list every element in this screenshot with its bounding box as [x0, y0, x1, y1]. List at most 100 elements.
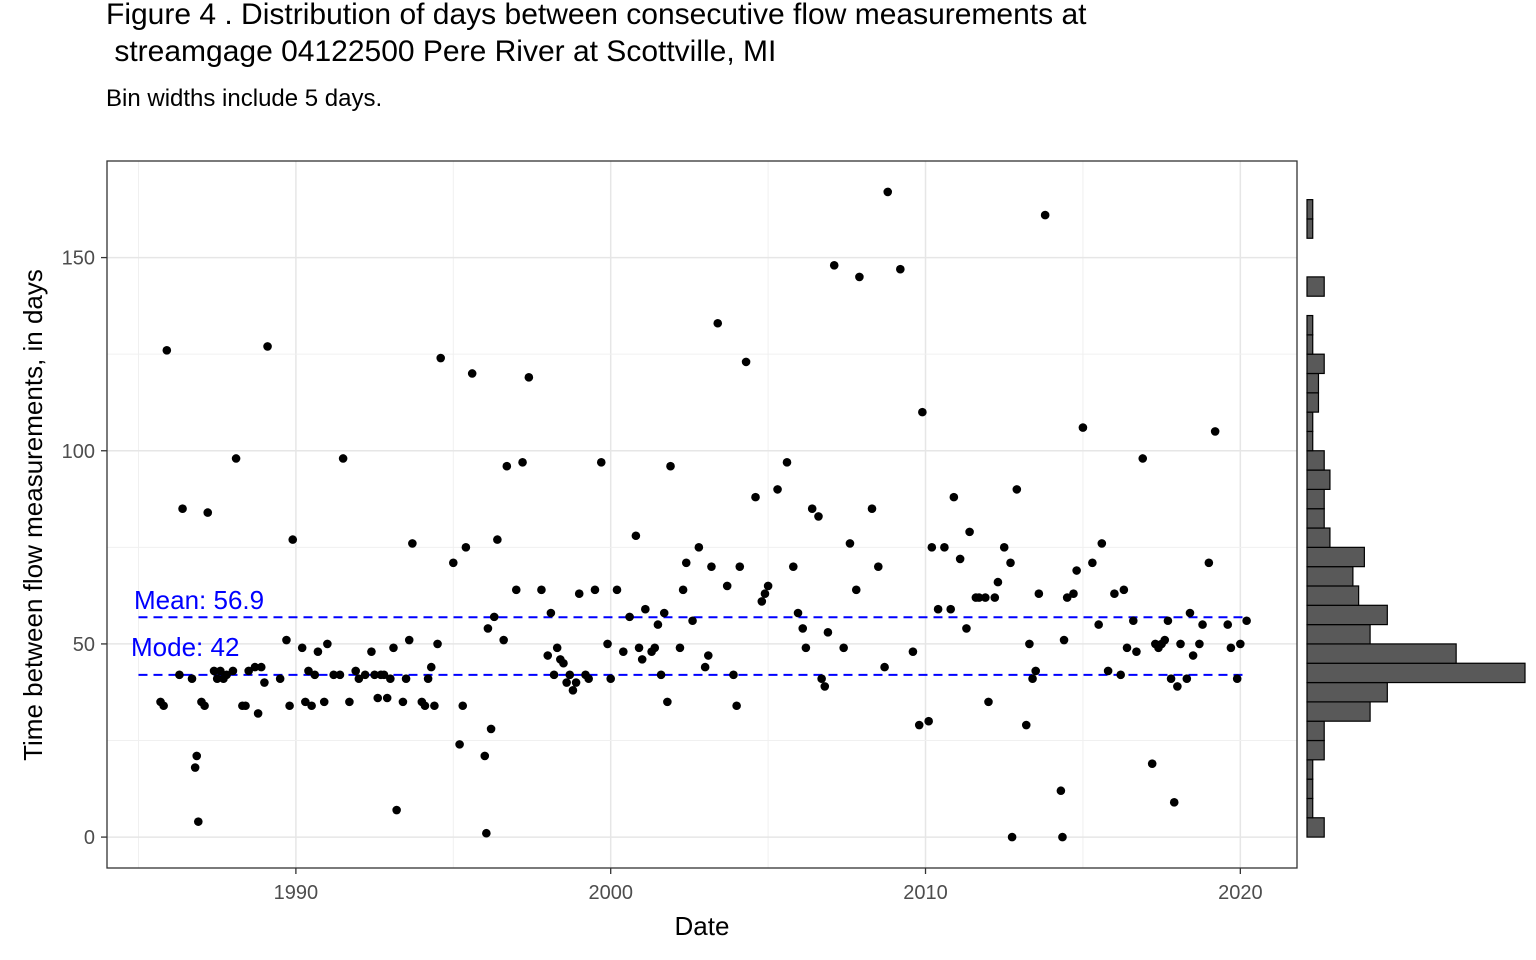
data-point	[307, 701, 316, 711]
data-point	[688, 616, 697, 626]
histogram-bar	[1306, 701, 1371, 722]
data-point	[354, 674, 364, 683]
data-point	[1025, 639, 1034, 649]
data-point	[253, 709, 263, 718]
data-point	[663, 697, 672, 707]
data-point	[1204, 558, 1214, 568]
data-point	[603, 639, 612, 649]
y-tick-label: 0	[84, 827, 95, 849]
data-point	[244, 666, 253, 676]
data-point	[379, 670, 389, 680]
data-points	[156, 187, 1251, 842]
data-point	[392, 805, 401, 815]
data-point	[946, 604, 956, 614]
histogram-bar	[1306, 469, 1331, 490]
data-point	[1173, 682, 1182, 691]
histogram-bar	[1306, 430, 1314, 452]
histogram-bar	[1306, 643, 1457, 664]
histogram-bar	[1306, 372, 1320, 394]
data-point	[228, 666, 238, 676]
data-point	[990, 593, 1000, 602]
data-point	[707, 562, 716, 571]
data-point	[817, 674, 826, 683]
histogram-bar	[1306, 508, 1325, 529]
data-point	[420, 701, 430, 711]
y-tick-label: 100	[62, 441, 95, 463]
histogram-bar	[1306, 624, 1371, 645]
data-point	[1056, 786, 1066, 796]
data-point	[675, 643, 685, 653]
mode-label: Mode: 42	[131, 632, 239, 662]
data-point	[373, 693, 383, 703]
data-point	[559, 658, 568, 668]
histogram-bar	[1306, 334, 1314, 355]
data-point	[493, 535, 502, 544]
data-point	[537, 585, 546, 595]
mean-label: Mean: 56.9	[134, 585, 264, 615]
data-point	[1188, 651, 1198, 660]
x-axis-title: Date	[675, 911, 730, 941]
data-point	[1242, 616, 1251, 626]
reference-line-labels: Mean: 56.9 Mode: 42	[131, 585, 264, 662]
data-point	[301, 697, 310, 707]
data-point	[543, 651, 553, 660]
data-point	[625, 612, 634, 622]
data-point	[502, 461, 512, 471]
histogram-bar	[1306, 218, 1314, 239]
data-point	[480, 751, 490, 761]
data-point	[1021, 720, 1031, 730]
histogram-bar	[1306, 585, 1360, 606]
data-point	[820, 682, 830, 691]
data-point	[965, 527, 974, 537]
data-point	[408, 539, 417, 548]
data-point	[653, 620, 663, 629]
data-point	[659, 608, 669, 618]
data-point	[499, 635, 508, 645]
data-point	[914, 720, 924, 730]
histogram-bar	[1306, 353, 1325, 375]
data-point	[962, 624, 971, 633]
data-point	[612, 585, 622, 595]
data-point	[482, 828, 491, 838]
data-point	[729, 670, 738, 680]
plot-panel-border	[106, 160, 1298, 869]
data-point	[455, 740, 464, 749]
data-point	[641, 604, 650, 614]
data-point	[574, 589, 584, 598]
data-point	[486, 724, 496, 734]
data-point	[984, 697, 993, 707]
data-point	[1236, 639, 1245, 649]
data-point	[401, 674, 411, 683]
data-point	[1132, 647, 1141, 656]
data-point	[367, 647, 376, 656]
data-point	[389, 643, 398, 653]
data-point	[1028, 674, 1037, 683]
data-point	[845, 539, 855, 548]
data-point	[955, 554, 965, 564]
data-point	[637, 655, 647, 664]
data-point	[1169, 798, 1179, 807]
data-point	[713, 318, 723, 328]
data-point	[285, 701, 294, 711]
histogram-bar	[1306, 450, 1325, 471]
data-point	[489, 612, 499, 622]
data-point	[732, 701, 741, 711]
data-point	[562, 678, 571, 687]
data-point	[656, 670, 666, 680]
histogram-bar	[1306, 778, 1314, 800]
data-point	[565, 670, 575, 680]
data-point	[552, 643, 562, 653]
data-point	[288, 535, 298, 544]
data-point	[1006, 558, 1015, 568]
data-point	[212, 674, 222, 683]
data-point	[319, 697, 329, 707]
data-point	[763, 581, 773, 591]
chart-title: Figure 4 . Distribution of days between …	[106, 0, 1087, 68]
data-point	[751, 492, 760, 502]
data-point	[1210, 427, 1220, 436]
data-point	[458, 701, 468, 711]
data-point	[190, 763, 200, 772]
data-point	[634, 643, 644, 653]
histogram-bar	[1306, 276, 1325, 297]
data-point	[162, 346, 172, 355]
